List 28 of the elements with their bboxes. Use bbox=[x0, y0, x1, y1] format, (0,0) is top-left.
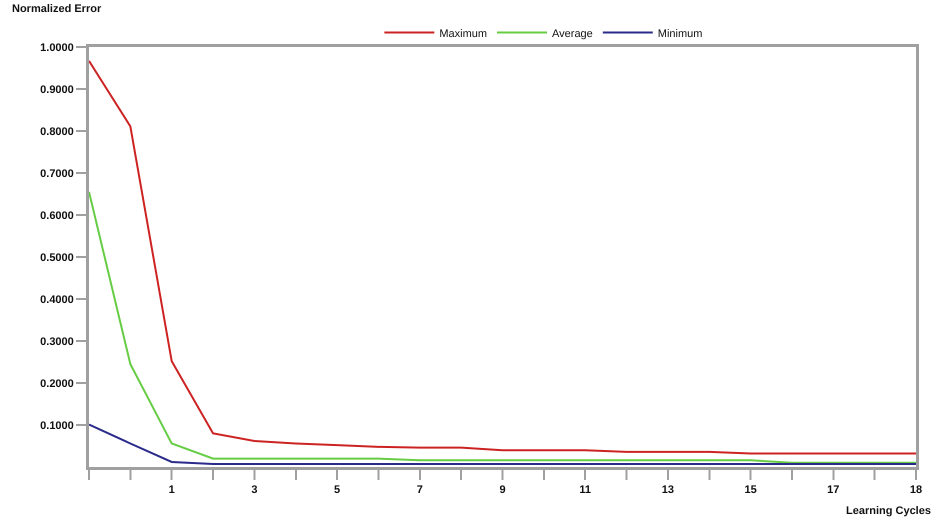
y-tick-label: 0.7000 bbox=[40, 168, 74, 180]
y-tick-label: 0.4000 bbox=[40, 294, 74, 306]
x-tick-label: 15 bbox=[744, 484, 757, 496]
y-axis-title: Normalized Error bbox=[12, 3, 102, 15]
legend-label: Minimum bbox=[658, 28, 702, 40]
x-tick-label: 11 bbox=[579, 484, 592, 496]
y-tick-label: 0.6000 bbox=[40, 210, 74, 222]
x-tick-label: 7 bbox=[416, 484, 423, 496]
line-series bbox=[89, 60, 916, 455]
y-tick-label: 1.0000 bbox=[40, 42, 74, 54]
legend-label: Average bbox=[552, 28, 593, 40]
y-tick-label: 0.3000 bbox=[40, 336, 74, 348]
y-tick-label: 0.9000 bbox=[40, 84, 74, 96]
x-tick-label: 17 bbox=[827, 484, 840, 496]
x-axis-title: Learning Cycles bbox=[846, 505, 931, 517]
x-tick-label: 18 bbox=[910, 484, 922, 496]
y-tick-label: 0.2000 bbox=[40, 378, 74, 390]
x-tick-label: 3 bbox=[251, 484, 258, 496]
y-tick-label: 0.8000 bbox=[40, 126, 74, 138]
line-series bbox=[89, 424, 916, 466]
y-tick-label: 0.1000 bbox=[40, 420, 74, 432]
x-tick-label: 13 bbox=[662, 484, 674, 496]
line-series bbox=[89, 190, 916, 464]
legend-label: Maximum bbox=[439, 28, 488, 40]
x-tick-label: 5 bbox=[334, 484, 340, 496]
x-tick-label: 9 bbox=[499, 484, 506, 496]
x-tick-label: 1 bbox=[168, 484, 175, 496]
y-tick-label: 0.5000 bbox=[40, 252, 74, 264]
